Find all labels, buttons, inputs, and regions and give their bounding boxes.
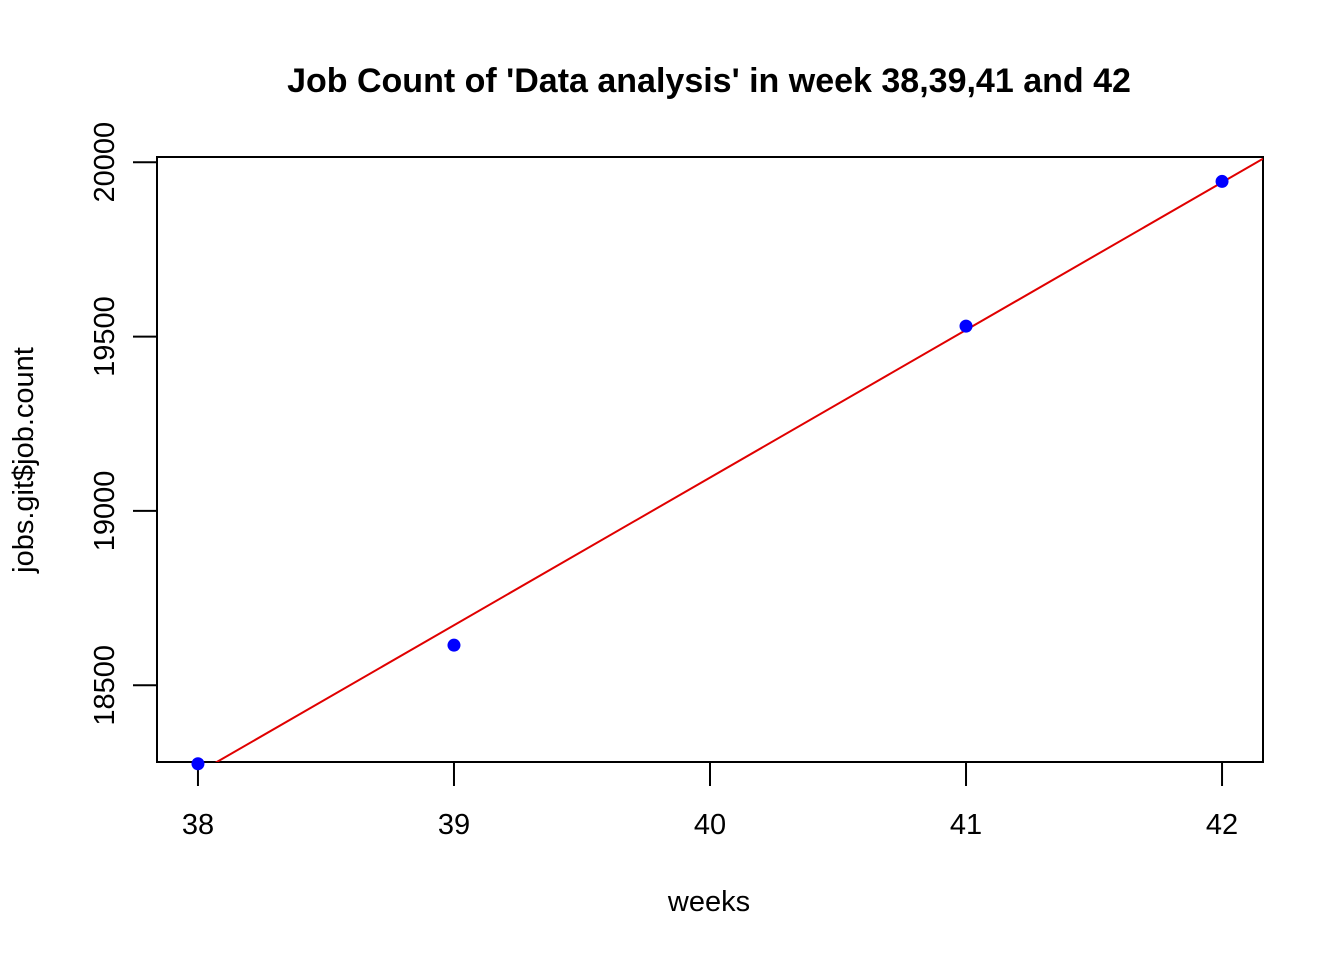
x-tick-label: 41 — [950, 809, 982, 841]
data-point — [191, 757, 205, 771]
data-point — [447, 638, 461, 652]
chart-title: Job Count of 'Data analysis' in week 38,… — [287, 62, 1131, 100]
x-tick-label: 42 — [1206, 809, 1238, 841]
y-tick-label: 19000 — [89, 471, 121, 552]
plot-frame — [156, 156, 1264, 763]
x-tick-label: 38 — [182, 809, 214, 841]
x-tick-label: 40 — [694, 809, 726, 841]
x-tick-label: 39 — [438, 809, 470, 841]
y-axis: 18500 19000 19500 20000 — [89, 122, 158, 726]
x-axis: 38 39 40 41 42 — [182, 761, 1238, 841]
y-tick-label: 18500 — [89, 645, 121, 726]
regression-line — [214, 157, 1263, 762]
x-axis-label: weeks — [667, 886, 750, 918]
y-tick-label: 20000 — [89, 122, 121, 203]
data-points-layer — [191, 174, 1229, 771]
fit-line-layer — [214, 157, 1263, 762]
data-point — [959, 319, 973, 333]
y-tick-label: 19500 — [89, 296, 121, 377]
data-point — [1215, 174, 1229, 188]
y-axis-label: jobs.git$job.count — [8, 347, 40, 574]
